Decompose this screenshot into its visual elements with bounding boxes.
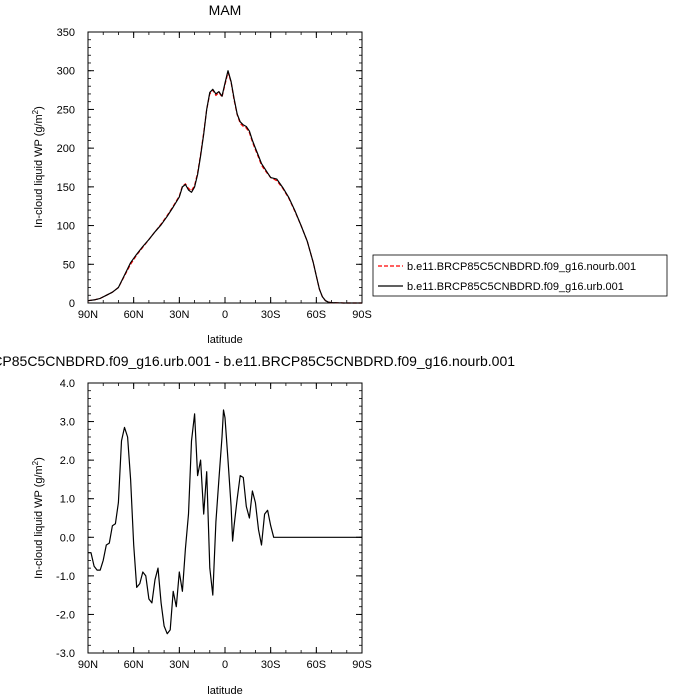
x-tick-label: 90S: [352, 309, 372, 321]
x-tick-label: 0: [222, 659, 228, 671]
y-tick-label: 200: [57, 143, 75, 155]
tick-marks: 90N 60N 30N 0 30S 60S 90S 0 50 100 150 200 250 300 350: [57, 27, 372, 321]
x-tick-label: 30N: [169, 309, 189, 321]
series-line-1: [88, 409, 362, 635]
tick-marks: 90N 60N 30N 0 30S 60S 90S -3.0 -2.0 -1.0 0.0 1.0 2.0…: [56, 378, 372, 671]
y-tick-label: -1.0: [56, 571, 75, 583]
panel-top: MAM 90N 60N 30N 0 30S 60S 90S 0 50 100 150 200 250 30…: [31, 2, 372, 346]
y-tick-label: 4.0: [60, 378, 75, 390]
legend: b.e11.BRCP85C5CNBDRD.f09_g16.nourb.001 b…: [372, 254, 668, 297]
x-tick-label: 60N: [124, 659, 144, 671]
x-axis-label: latitude: [207, 334, 242, 346]
chart-title: MAM: [209, 2, 242, 18]
series-lines: [88, 409, 362, 635]
y-tick-label: 100: [57, 221, 75, 233]
y-axis-label-superscript: 2: [31, 109, 40, 114]
legend-label-nourb: b.e11.BRCP85C5CNBDRD.f09_g16.nourb.001: [407, 261, 636, 273]
plot-frame: [87, 31, 363, 304]
y-tick-label: -3.0: [56, 648, 75, 660]
y-axis-label: In-cloud liquid WP (g/m2): [31, 457, 45, 579]
y-tick-label: 300: [57, 66, 75, 78]
x-tick-label: 30S: [261, 309, 281, 321]
x-tick-label: 90N: [78, 659, 98, 671]
x-tick-label: 0: [222, 309, 228, 321]
y-tick-label: 250: [57, 104, 75, 116]
legend-box: [372, 254, 668, 297]
x-tick-label: 60S: [307, 309, 327, 321]
y-tick-label: 0: [69, 298, 75, 310]
y-axis-label: In-cloud liquid WP (g/m2): [31, 106, 45, 228]
y-tick-label: 3.0: [60, 417, 75, 429]
y-tick-label: 350: [57, 27, 75, 39]
legend-label-urb: b.e11.BRCP85C5CNBDRD.f09_g16.urb.001: [407, 281, 624, 293]
y-tick-label: 0.0: [60, 532, 75, 544]
x-tick-label: 30S: [261, 659, 281, 671]
panel-bottom: b.e11.BRCP85C5CNBDRD.f09_g16.urb.001 - b…: [0, 353, 515, 697]
y-tick-label: 150: [57, 182, 75, 194]
y-tick-label: 50: [63, 259, 75, 271]
x-tick-label: 90S: [352, 659, 372, 671]
y-tick-label: 2.0: [60, 455, 75, 467]
series-line-2: [87, 70, 362, 304]
y-tick-label: -2.0: [56, 609, 75, 621]
y-axis-label-main: In-cloud liquid WP (g/m: [33, 114, 45, 228]
y-axis-label-main: In-cloud liquid WP (g/m: [33, 465, 45, 579]
x-tick-label: 60S: [307, 659, 327, 671]
difference-chart-title: b.e11.BRCP85C5CNBDRD.f09_g16.urb.001 - b…: [0, 353, 515, 369]
y-axis-label-superscript: 2: [31, 460, 40, 465]
series-line-1: [87, 71, 362, 304]
y-tick-label: 1.0: [60, 494, 75, 506]
y-axis-label-close: ): [33, 106, 45, 110]
x-tick-label: 30N: [169, 659, 189, 671]
x-tick-label: 90N: [78, 309, 98, 321]
x-tick-label: 60N: [124, 309, 144, 321]
y-axis-label-close: ): [33, 457, 45, 461]
series-lines: [87, 70, 362, 304]
x-axis-label: latitude: [207, 685, 242, 697]
